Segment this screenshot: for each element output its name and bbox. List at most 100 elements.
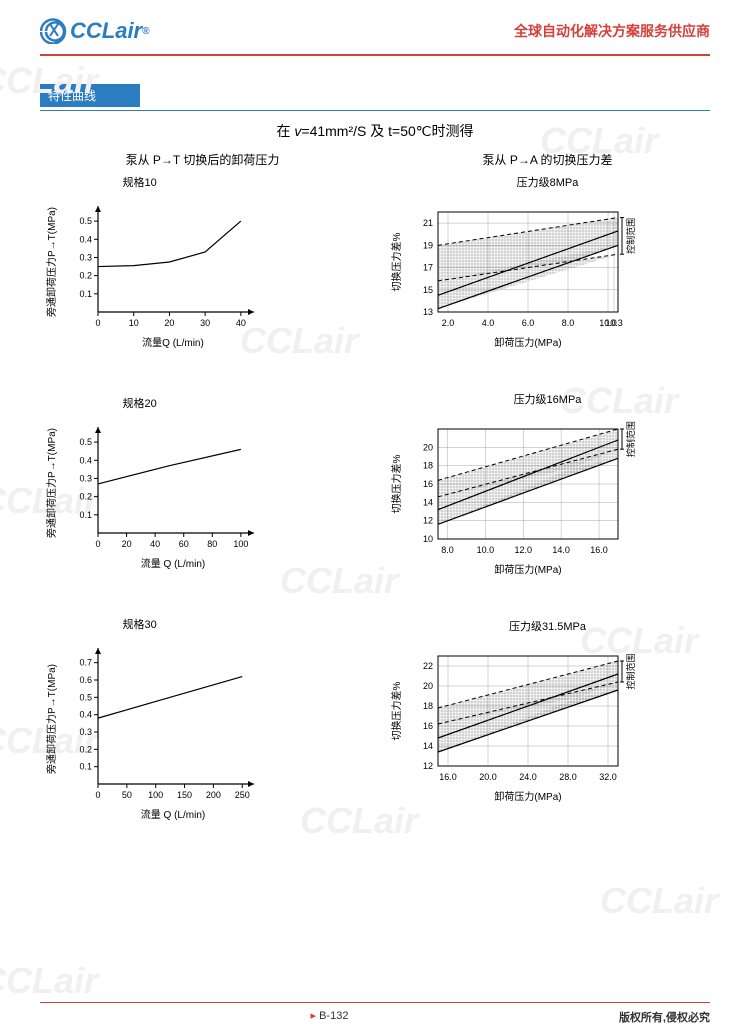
band-chart: 16.020.024.028.032.0121416182022卸荷压力(MPa…: [388, 636, 648, 806]
chart-right-0: 压力级8MPa2.04.06.08.010.010.31315171921卸荷压…: [388, 174, 708, 357]
chart-subtitle: 规格20: [43, 395, 363, 411]
svg-text:16.0: 16.0: [439, 772, 457, 782]
header-rule: [40, 54, 710, 56]
svg-text:控制范围: 控制范围: [625, 653, 636, 689]
chart-subtitle: 规格30: [43, 616, 363, 632]
svg-text:14: 14: [422, 497, 432, 507]
section-title-rule: [40, 110, 710, 111]
svg-text:0.4: 0.4: [79, 234, 92, 244]
svg-text:旁通卸荷压力P→T(MPa): 旁通卸荷压力P→T(MPa): [45, 664, 58, 774]
svg-text:30: 30: [200, 318, 210, 328]
line-chart: 0204060801000.10.20.30.40.5流量 Q (L/min)旁…: [43, 413, 263, 573]
svg-text:10.0: 10.0: [476, 545, 494, 555]
svg-text:8.0: 8.0: [561, 318, 574, 328]
chart-left-0: 规格100102030400.10.20.30.40.5流量Q (L/min)旁…: [43, 174, 363, 357]
svg-text:卸荷压力(MPa): 卸荷压力(MPa): [494, 790, 561, 803]
svg-text:流量 Q (L/min): 流量 Q (L/min): [140, 557, 204, 570]
svg-text:14: 14: [422, 741, 432, 751]
svg-text:切换压力差%: 切换压力差%: [390, 232, 403, 291]
svg-text:18: 18: [422, 701, 432, 711]
band-chart: 8.010.012.014.016.0101214161820卸荷压力(MPa)…: [388, 409, 648, 579]
logo-text: CCLair: [70, 18, 142, 44]
svg-text:28.0: 28.0: [559, 772, 577, 782]
svg-text:流量 Q (L/min): 流量 Q (L/min): [140, 808, 204, 821]
svg-text:0.2: 0.2: [79, 744, 92, 754]
svg-text:0.4: 0.4: [79, 710, 92, 720]
svg-text:流量Q (L/min): 流量Q (L/min): [142, 336, 204, 349]
main-title: 在 v=41mm²/S 及 t=50℃时测得: [0, 121, 750, 141]
line-chart: 0501001502002500.10.20.30.40.50.60.7流量 Q…: [43, 634, 263, 824]
svg-text:15: 15: [422, 285, 432, 295]
section-title: 特性曲线: [40, 84, 140, 107]
svg-text:19: 19: [422, 240, 432, 250]
svg-text:50: 50: [121, 790, 131, 800]
svg-text:40: 40: [150, 539, 160, 549]
svg-text:10.3: 10.3: [605, 318, 623, 328]
chart-subtitle: 规格10: [43, 174, 363, 190]
reg-mark: ®: [142, 26, 149, 37]
svg-text:切换压力差%: 切换压力差%: [390, 454, 403, 513]
svg-text:100: 100: [233, 539, 248, 549]
right-col-title: 泵从 P→A 的切换压力差: [388, 151, 708, 168]
svg-text:20.0: 20.0: [479, 772, 497, 782]
page-number: B-132: [311, 1009, 349, 1025]
svg-text:17: 17: [422, 263, 432, 273]
svg-text:10: 10: [422, 534, 432, 544]
svg-text:0.4: 0.4: [79, 455, 92, 465]
svg-text:0: 0: [95, 318, 100, 328]
svg-text:0: 0: [95, 539, 100, 549]
band-chart: 2.04.06.08.010.010.31315171921卸荷压力(MPa)切…: [388, 192, 648, 352]
svg-text:20: 20: [164, 318, 174, 328]
chart-subtitle: 压力级16MPa: [388, 391, 708, 407]
svg-text:0.2: 0.2: [79, 271, 92, 281]
svg-text:40: 40: [235, 318, 245, 328]
svg-text:22: 22: [422, 661, 432, 671]
svg-text:18: 18: [422, 461, 432, 471]
svg-text:0.6: 0.6: [79, 675, 92, 685]
svg-text:20: 20: [422, 442, 432, 452]
svg-text:100: 100: [148, 790, 163, 800]
svg-text:控制范围: 控制范围: [625, 218, 636, 254]
svg-text:0.5: 0.5: [79, 437, 92, 447]
svg-text:0.3: 0.3: [79, 473, 92, 483]
svg-text:16: 16: [422, 479, 432, 489]
svg-text:20: 20: [121, 539, 131, 549]
svg-text:16: 16: [422, 721, 432, 731]
svg-text:32.0: 32.0: [599, 772, 617, 782]
footer: B-132 版权所有,侵权必究: [0, 1002, 750, 1025]
svg-text:12.0: 12.0: [514, 545, 532, 555]
left-col-title: 泵从 P→T 切换后的卸荷压力: [43, 151, 363, 168]
svg-text:0.1: 0.1: [79, 510, 92, 520]
chart-subtitle: 压力级31.5MPa: [388, 618, 708, 634]
svg-text:0: 0: [95, 790, 100, 800]
svg-text:6.0: 6.0: [521, 318, 534, 328]
tagline: 全球自动化解决方案服务供应商: [514, 21, 710, 41]
svg-text:0.3: 0.3: [79, 252, 92, 262]
chart-left-2: 规格300501001502002500.10.20.30.40.50.60.7…: [43, 616, 363, 829]
svg-text:13: 13: [422, 307, 432, 317]
svg-text:卸荷压力(MPa): 卸荷压力(MPa): [494, 336, 561, 349]
line-chart: 0102030400.10.20.30.40.5流量Q (L/min)旁通卸荷压…: [43, 192, 263, 352]
svg-text:200: 200: [205, 790, 220, 800]
logo: CCLair®: [40, 18, 150, 44]
chart-left-1: 规格200204060801000.10.20.30.40.5流量 Q (L/m…: [43, 395, 363, 578]
svg-text:150: 150: [177, 790, 192, 800]
svg-text:250: 250: [234, 790, 249, 800]
svg-text:0.5: 0.5: [79, 216, 92, 226]
svg-text:12: 12: [422, 761, 432, 771]
svg-text:0.5: 0.5: [79, 692, 92, 702]
copyright: 版权所有,侵权必究: [619, 1009, 710, 1025]
svg-text:21: 21: [422, 218, 432, 228]
svg-text:0.3: 0.3: [79, 727, 92, 737]
svg-text:0.1: 0.1: [79, 289, 92, 299]
svg-text:60: 60: [178, 539, 188, 549]
svg-text:80: 80: [207, 539, 217, 549]
svg-text:16.0: 16.0: [590, 545, 608, 555]
svg-text:8.0: 8.0: [441, 545, 454, 555]
chart-right-1: 压力级16MPa8.010.012.014.016.0101214161820卸…: [388, 391, 708, 584]
chart-right-2: 压力级31.5MPa16.020.024.028.032.01214161820…: [388, 618, 708, 811]
svg-text:20: 20: [422, 681, 432, 691]
svg-text:旁通卸荷压力P→T(MPa): 旁通卸荷压力P→T(MPa): [45, 207, 58, 317]
svg-text:卸荷压力(MPa): 卸荷压力(MPa): [494, 563, 561, 576]
svg-text:切换压力差%: 切换压力差%: [390, 681, 403, 740]
